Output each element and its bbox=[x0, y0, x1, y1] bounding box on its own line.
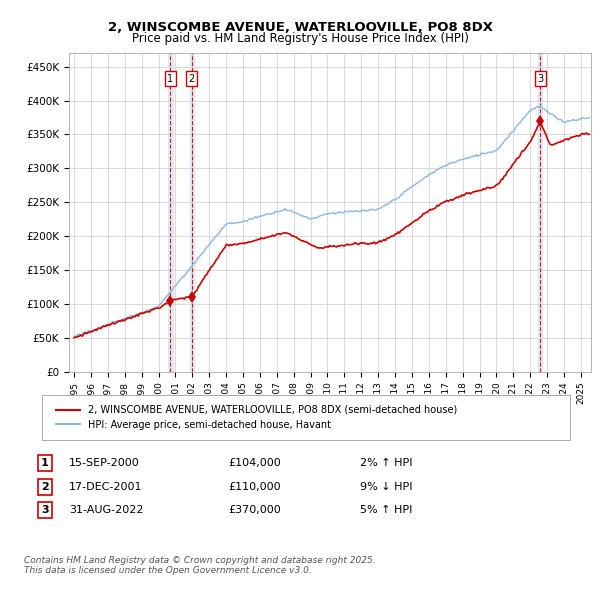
Text: 2: 2 bbox=[188, 74, 195, 84]
Legend: 2, WINSCOMBE AVENUE, WATERLOOVILLE, PO8 8DX (semi-detached house), HPI: Average : 2, WINSCOMBE AVENUE, WATERLOOVILLE, PO8 … bbox=[52, 401, 461, 434]
Bar bbox=[169, 53, 173, 372]
Text: £110,000: £110,000 bbox=[228, 482, 281, 491]
Bar bbox=[538, 53, 542, 372]
Text: Contains HM Land Registry data © Crown copyright and database right 2025.
This d: Contains HM Land Registry data © Crown c… bbox=[24, 556, 376, 575]
Text: 3: 3 bbox=[537, 74, 543, 84]
Text: 2, WINSCOMBE AVENUE, WATERLOOVILLE, PO8 8DX: 2, WINSCOMBE AVENUE, WATERLOOVILLE, PO8 … bbox=[107, 21, 493, 34]
Text: Price paid vs. HM Land Registry's House Price Index (HPI): Price paid vs. HM Land Registry's House … bbox=[131, 32, 469, 45]
Text: 17-DEC-2001: 17-DEC-2001 bbox=[69, 482, 143, 491]
Text: 2: 2 bbox=[41, 482, 49, 491]
Text: 31-AUG-2022: 31-AUG-2022 bbox=[69, 506, 143, 515]
Bar bbox=[190, 53, 194, 372]
Text: £370,000: £370,000 bbox=[228, 506, 281, 515]
Text: 15-SEP-2000: 15-SEP-2000 bbox=[69, 458, 140, 468]
Text: 2% ↑ HPI: 2% ↑ HPI bbox=[360, 458, 413, 468]
Text: 3: 3 bbox=[41, 506, 49, 515]
Text: 1: 1 bbox=[41, 458, 49, 468]
Text: 9% ↓ HPI: 9% ↓ HPI bbox=[360, 482, 413, 491]
Text: £104,000: £104,000 bbox=[228, 458, 281, 468]
Text: 1: 1 bbox=[167, 74, 173, 84]
Text: 5% ↑ HPI: 5% ↑ HPI bbox=[360, 506, 412, 515]
